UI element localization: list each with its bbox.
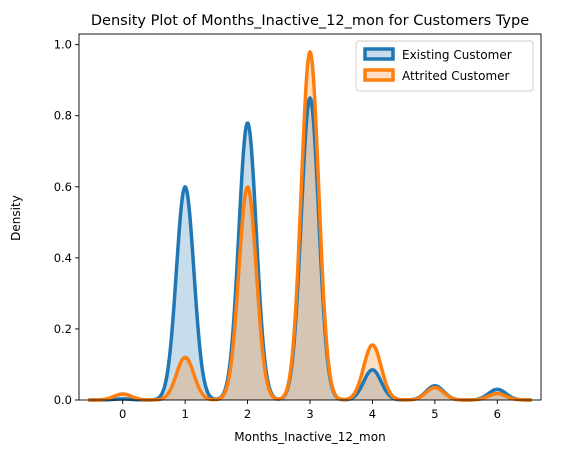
x-tick-label: 3	[306, 407, 313, 421]
y-axis-label: Density	[9, 195, 23, 241]
legend: Existing Customer Attrited Customer	[355, 40, 534, 92]
axes: 0 1 2 3 4 5 6 0.0 0.2 0.4 0.6 0.8 1.0	[54, 33, 542, 421]
legend-label: Existing Customer	[402, 48, 512, 62]
x-tick-label: 1	[181, 407, 188, 421]
y-tick-label: 0.6	[54, 180, 72, 194]
legend-box	[355, 40, 534, 92]
x-axis-label: Months_Inactive_12_mon	[234, 430, 385, 444]
density-fill-0	[88, 97, 532, 401]
y-tick-label: 0.8	[54, 109, 72, 123]
y-tick-label: 0.4	[54, 251, 72, 265]
legend-swatch	[363, 68, 395, 82]
y-tick-label: 1.0	[54, 38, 72, 52]
x-tick-label: 4	[369, 407, 376, 421]
plot-area	[87, 50, 533, 402]
y-tick-label: 0.0	[54, 393, 72, 407]
density-fill-1	[88, 51, 532, 401]
legend-swatch	[363, 47, 395, 61]
y-tick-label: 0.2	[54, 322, 72, 336]
x-tick-label: 6	[494, 407, 501, 421]
x-tick-label: 5	[431, 407, 438, 421]
x-tick-label: 0	[119, 407, 126, 421]
legend-label: Attrited Customer	[402, 69, 510, 83]
chart-title: Density Plot of Months_Inactive_12_mon f…	[91, 13, 529, 29]
x-tick-label: 2	[244, 407, 251, 421]
